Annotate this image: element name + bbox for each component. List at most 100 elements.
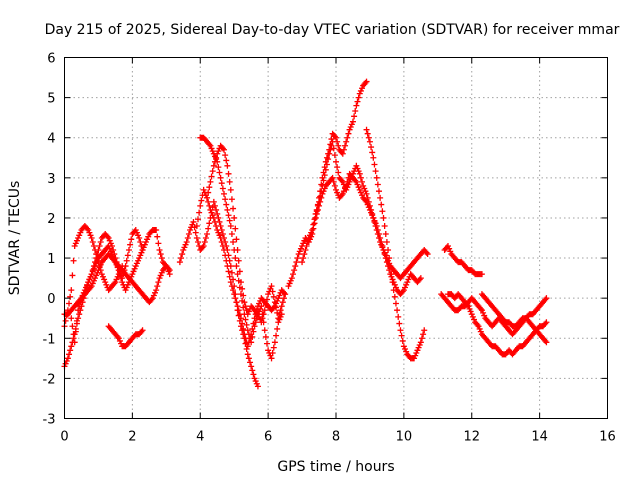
data-point [226, 217, 233, 224]
data-point [227, 279, 234, 286]
data-point [217, 174, 224, 181]
series-track [68, 226, 173, 346]
data-point [72, 328, 79, 335]
data-point [373, 174, 380, 181]
data-point [216, 232, 223, 239]
data-point [118, 275, 125, 282]
data-point [136, 235, 143, 241]
data-point [259, 311, 266, 318]
data-point [154, 233, 161, 240]
data-point [93, 272, 100, 279]
data-point [377, 235, 384, 241]
data-point [214, 226, 221, 233]
data-point [543, 295, 550, 302]
data-point [379, 208, 386, 215]
data-point [311, 216, 318, 223]
data-point [194, 216, 201, 223]
data-point [112, 279, 119, 286]
data-point [215, 164, 222, 171]
data-point [247, 359, 254, 366]
data-point [209, 168, 216, 175]
data-point [204, 230, 211, 237]
data-point [314, 206, 321, 213]
data-point [213, 154, 220, 161]
data-point [399, 288, 406, 295]
data-point [270, 293, 277, 300]
data-point [199, 244, 206, 251]
data-point [226, 273, 233, 280]
data-point [158, 269, 165, 276]
data-point [192, 229, 199, 236]
data-point [277, 313, 284, 320]
data-point [157, 272, 164, 279]
data-point [275, 319, 282, 326]
y-tick-label: -2 [43, 372, 56, 387]
data-point [125, 279, 132, 286]
y-tick-label: 2 [47, 212, 55, 227]
data-point [252, 378, 259, 385]
data-point [71, 243, 78, 250]
data-point [205, 198, 212, 205]
data-point [77, 299, 84, 306]
data-point [145, 233, 152, 240]
data-point [181, 244, 188, 251]
data-point [237, 279, 244, 286]
data-point [198, 197, 205, 204]
data-point [96, 264, 103, 271]
data-point [542, 320, 549, 327]
data-point [331, 133, 338, 140]
data-point [362, 188, 369, 195]
data-point [319, 190, 326, 197]
data-point [297, 245, 304, 252]
data-point [176, 259, 183, 266]
data-point [390, 287, 397, 294]
data-point [278, 303, 285, 310]
data-point [211, 218, 218, 225]
data-point [213, 206, 220, 213]
data-point [67, 293, 74, 300]
data-point [237, 315, 244, 322]
data-point [467, 308, 474, 315]
data-point [165, 268, 172, 275]
data-point [262, 333, 269, 340]
data-point [397, 327, 404, 334]
data-point [206, 220, 213, 227]
data-point [228, 196, 235, 203]
data-point [209, 212, 216, 219]
data-point [193, 235, 200, 241]
data-point [325, 156, 332, 163]
data-point [69, 272, 76, 279]
data-point [323, 154, 330, 161]
data-point [333, 186, 339, 193]
data-point [363, 78, 370, 85]
data-point [87, 273, 94, 280]
data-point [273, 332, 280, 339]
data-point [474, 321, 481, 328]
data-point [416, 276, 423, 283]
data-point [328, 136, 335, 143]
data-point [139, 247, 146, 254]
data-point [90, 277, 97, 284]
series-track [285, 78, 370, 290]
data-point [92, 275, 99, 282]
data-point [423, 249, 430, 256]
data-point [365, 134, 372, 141]
data-point [380, 214, 387, 221]
data-point [318, 194, 325, 201]
x-axis-label: GPS time / hours [277, 459, 394, 475]
data-point [304, 239, 311, 246]
data-point [211, 158, 218, 165]
y-tick-label: 6 [47, 52, 55, 67]
data-point [360, 182, 367, 189]
data-point [477, 328, 484, 335]
data-point [69, 323, 76, 330]
data-point [331, 182, 338, 189]
data-point [475, 323, 482, 330]
data-point [466, 305, 473, 312]
data-point [296, 248, 303, 255]
data-point [244, 311, 251, 318]
data-point [241, 299, 248, 306]
series-track [312, 170, 431, 282]
data-point [122, 263, 129, 270]
